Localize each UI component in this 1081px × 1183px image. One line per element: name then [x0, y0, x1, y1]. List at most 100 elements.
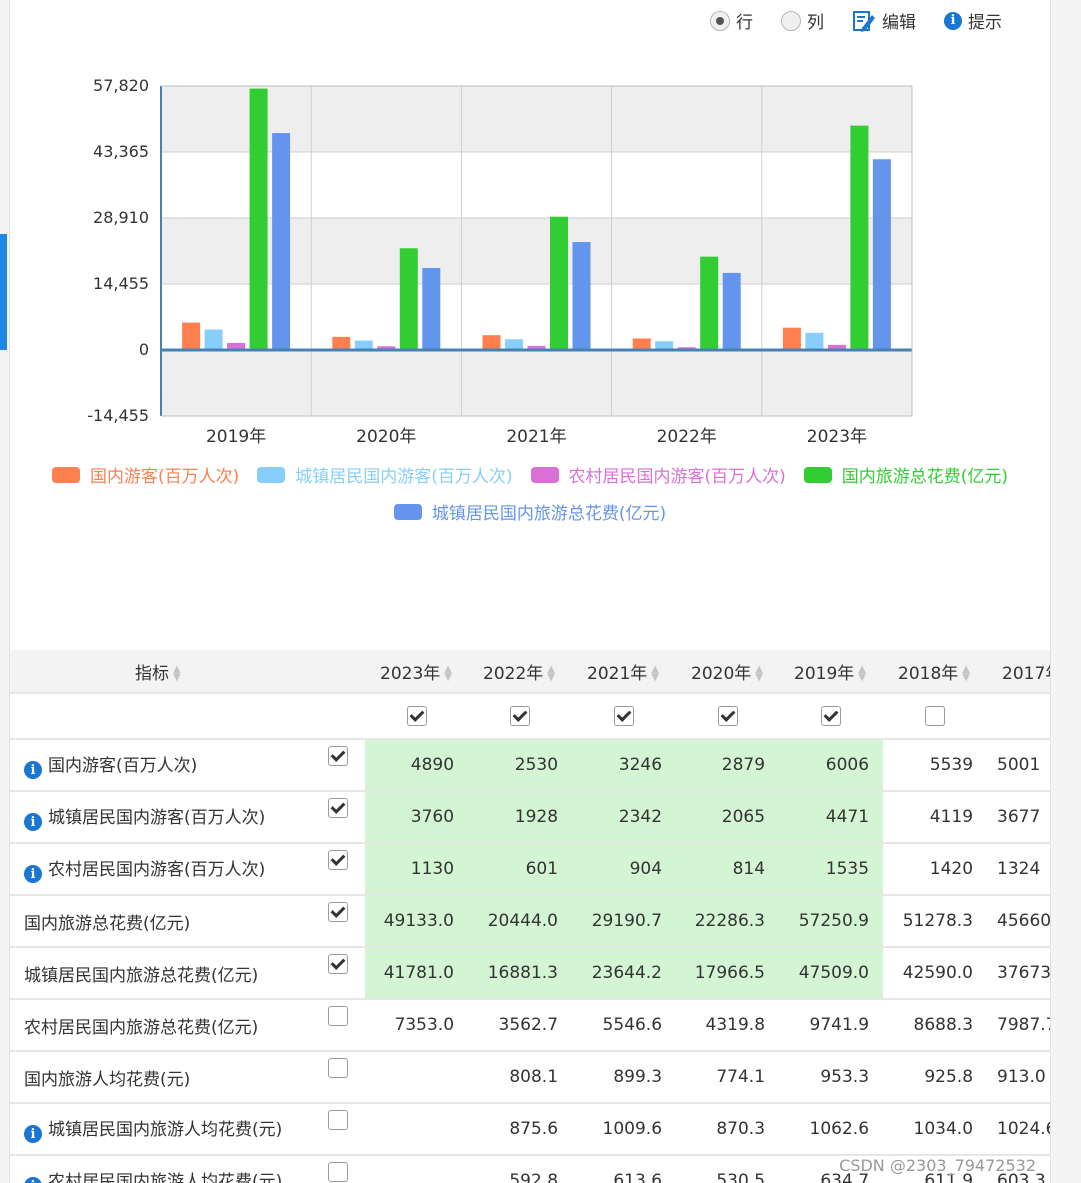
year-checkbox[interactable] [717, 706, 738, 726]
info-icon[interactable]: i [24, 761, 42, 780]
year-checkbox[interactable] [510, 706, 531, 726]
year-checkbox[interactable] [821, 706, 842, 726]
column-header-label: 2023年 [380, 663, 441, 684]
row-checkbox[interactable] [327, 954, 348, 974]
value-cell: 899.3 [572, 1051, 677, 1104]
value-cell: 20444.0 [468, 895, 573, 948]
column-header-year[interactable]: 2022年 ▲ ▼ [468, 650, 573, 694]
table-row: 城镇居民国内旅游总花费(亿元) 41781.0 16881.3 23644.2 1796… [10, 947, 1050, 1000]
sort-icon: ▲ ▼ [755, 663, 763, 683]
row-checkbox[interactable] [327, 1006, 348, 1026]
row-checkbox-cell [310, 1051, 366, 1104]
row-name-cell: i 国内游客(百万人次) [10, 739, 310, 792]
column-header-year[interactable]: 2018年 ▲ ▼ [883, 650, 988, 694]
column-header-label: 2019年 [794, 663, 855, 684]
year-checkbox-cell [676, 693, 780, 740]
value-cell: 1034.0 [883, 1103, 988, 1156]
row-name-cell: i 农村居民国内游客(百万人次) [10, 843, 310, 896]
value-cell: 870.3 [676, 1103, 780, 1156]
bar [632, 338, 651, 350]
column-header-year[interactable]: 2023年 ▲ ▼ [365, 650, 469, 694]
row-checkbox[interactable] [327, 1162, 348, 1182]
value-cell: 1009.6 [572, 1103, 677, 1156]
bar [527, 345, 546, 350]
legend-item[interactable]: 城镇居民国内游客(百万人次) [257, 462, 513, 487]
legend-label: 国内旅游总花费(亿元) [841, 467, 1009, 487]
hint-button[interactable]: i 提示 [944, 8, 1002, 33]
row-checkbox-cell [310, 1155, 366, 1183]
row-checkbox[interactable] [327, 746, 348, 766]
bar [482, 335, 501, 350]
value-cell: 601 [468, 843, 573, 896]
value-cell: 2065 [676, 791, 780, 844]
row-checkbox[interactable] [327, 798, 348, 818]
sort-icon: ▲ ▼ [444, 663, 452, 683]
legend-item[interactable]: 城镇居民国内旅游总花费(亿元) [393, 499, 666, 524]
year-checkbox-cell [779, 693, 884, 740]
row-label: 城镇居民国内旅游人均花费(元) [48, 1119, 283, 1140]
year-checkbox[interactable] [925, 706, 946, 726]
y-tick-label: -14,455 [87, 406, 149, 425]
info-icon[interactable]: i [24, 1125, 42, 1144]
row-checkbox[interactable] [327, 1058, 348, 1078]
legend-label: 农村居民国内游客(百万人次) [568, 467, 786, 487]
legend-item[interactable]: 国内旅游总花费(亿元) [803, 462, 1009, 487]
year-checkbox[interactable] [406, 706, 427, 726]
year-checkbox-cell [987, 693, 1050, 740]
value-cell: 42590.0 [883, 947, 988, 1000]
year-select-row [10, 693, 1050, 740]
row-radio[interactable]: 行 [710, 8, 753, 33]
column-header-year[interactable]: 2019年 ▲ ▼ [779, 650, 884, 694]
year-checkbox[interactable] [614, 706, 635, 726]
row-checkbox-cell [310, 739, 366, 792]
value-cell: 6006 [779, 739, 884, 792]
side-tab[interactable] [0, 234, 7, 350]
info-icon[interactable]: i [24, 1177, 42, 1183]
value-cell: 1062.6 [779, 1103, 884, 1156]
value-cell: 814 [676, 843, 780, 896]
info-icon[interactable]: i [24, 813, 42, 832]
table-header-row: 指标 ▲ ▼ 2023年 ▲ ▼ 2022年 ▲ ▼ 2021年 ▲ ▼ 2020年 ▲ ▼ 2019年 ▲ ▼ 2… [10, 650, 1050, 694]
radio-selected-icon [710, 10, 730, 31]
bar [505, 339, 523, 350]
bar [572, 242, 591, 350]
table-row: 农村居民国内旅游总花费(亿元) 7353.0 3562.7 5546.6 4319.8 9… [10, 999, 1050, 1052]
legend-item[interactable]: 农村居民国内游客(百万人次) [530, 462, 786, 487]
row-label: 城镇居民国内游客(百万人次) [48, 807, 266, 828]
edit-button[interactable]: 编辑 [852, 8, 916, 33]
legend-swatch [257, 466, 286, 483]
col-radio[interactable]: 列 [781, 8, 824, 33]
column-header-year[interactable]: 2020年 ▲ ▼ [676, 650, 780, 694]
y-tick-label: 14,455 [93, 274, 149, 293]
row-name-cell: 城镇居民国内旅游总花费(亿元) [10, 947, 310, 1000]
column-header-year[interactable]: 2021年 ▲ ▼ [572, 650, 677, 694]
table-row: i 城镇居民国内游客(百万人次) 3760 1928 2342 2065 4471 4119 3… [10, 791, 1050, 844]
legend-item[interactable]: 国内游客(百万人次) [51, 462, 240, 487]
row-name-cell: 国内旅游总花费(亿元) [10, 895, 310, 948]
row-checkbox[interactable] [327, 902, 348, 922]
value-cell: 3562.7 [468, 999, 573, 1052]
row-label: 农村居民国内旅游总花费(亿元) [24, 1017, 259, 1038]
value-cell: 530.5 [676, 1155, 780, 1183]
value-cell: 5539 [883, 739, 988, 792]
info-icon[interactable]: i [24, 865, 42, 884]
x-tick-label: 2020年 [356, 427, 416, 447]
y-tick-label: 0 [139, 340, 149, 359]
value-cell [365, 1155, 469, 1183]
row-checkbox-cell [310, 843, 366, 896]
row-checkbox[interactable] [327, 1110, 348, 1130]
bar [850, 125, 869, 350]
column-header-year[interactable]: 2017年▲▼ [987, 650, 1050, 694]
row-checkbox-cell [310, 1103, 366, 1156]
value-cell: 9741.9 [779, 999, 884, 1052]
sort-icon: ▲ ▼ [547, 663, 555, 683]
legend-swatch [393, 503, 422, 520]
legend-label: 国内游客(百万人次) [89, 467, 240, 487]
row-label: 国内旅游人均花费(元) [24, 1069, 191, 1090]
row-checkbox[interactable] [327, 850, 348, 870]
bar [227, 342, 246, 350]
bar [722, 272, 741, 350]
column-header-indicator[interactable]: 指标 ▲ ▼ [10, 650, 366, 694]
bar [827, 344, 846, 350]
value-cell [365, 1051, 469, 1104]
